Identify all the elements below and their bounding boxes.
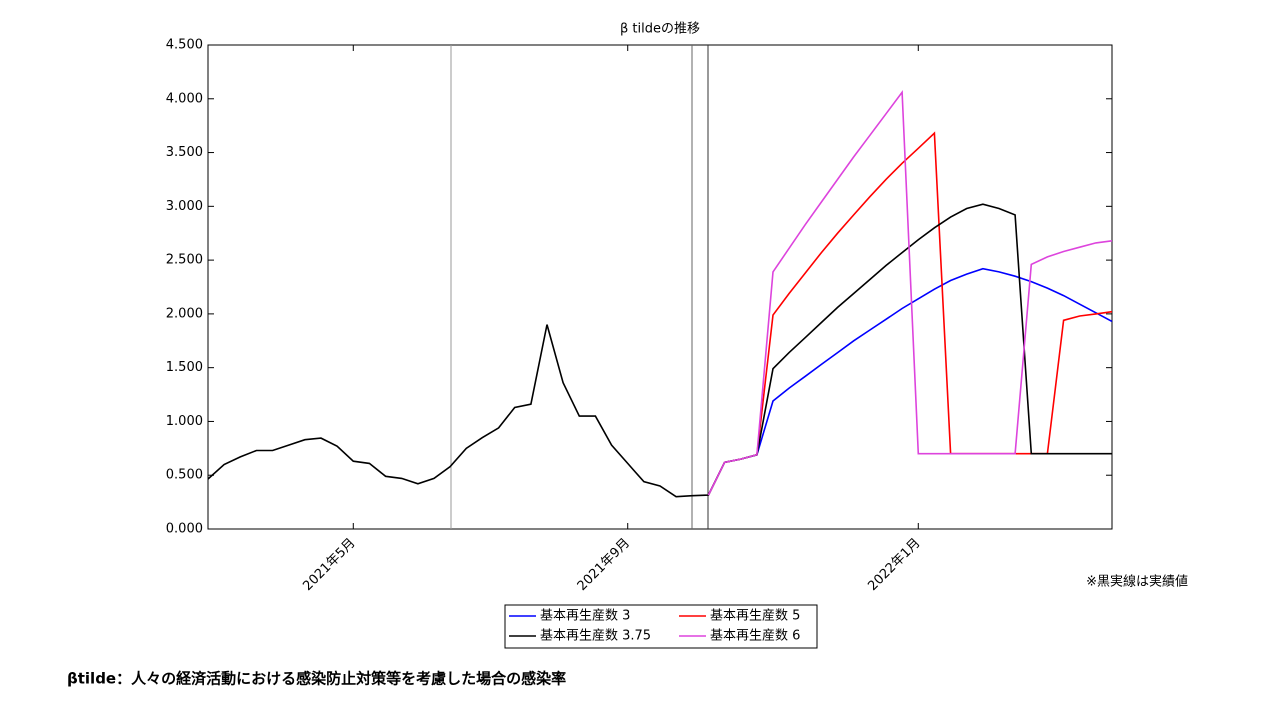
- y-tick-label: 3.500: [166, 145, 203, 160]
- y-tick-label: 0.000: [166, 522, 203, 537]
- y-tick-label: 1.000: [166, 414, 203, 429]
- x-tick-label: 2022年1月: [865, 536, 923, 594]
- chart-title: β tildeの推移: [620, 22, 700, 37]
- y-tick-label: 4.000: [166, 91, 203, 106]
- legend: [504, 604, 818, 649]
- y-tick-label: 1.500: [166, 360, 203, 375]
- x-tick-label: 2021年9月: [575, 536, 633, 594]
- legend-label: 基本再生産数 6: [710, 628, 800, 644]
- legend-label: 基本再生産数 3: [540, 608, 630, 624]
- plot-frame: [207, 44, 1113, 530]
- caption: βtilde：人々の経済活動における感染防止対策等を考慮した場合の感染率: [67, 670, 566, 688]
- y-tick-label: 2.500: [166, 253, 203, 268]
- y-tick-label: 2.000: [166, 306, 203, 321]
- legend-label: 基本再生産数 3.75: [540, 628, 651, 644]
- x-tick-label: 2021年5月: [300, 536, 358, 594]
- y-tick-label: 4.500: [166, 38, 203, 53]
- series-line: [207, 203, 1112, 498]
- note: ※黒実線は実績値: [1086, 574, 1188, 590]
- series-line: [707, 267, 1113, 496]
- y-tick-label: 3.000: [166, 199, 203, 214]
- series-line: [707, 90, 1113, 496]
- legend-label: 基本再生産数 5: [710, 608, 800, 624]
- y-tick-label: 0.500: [166, 468, 203, 483]
